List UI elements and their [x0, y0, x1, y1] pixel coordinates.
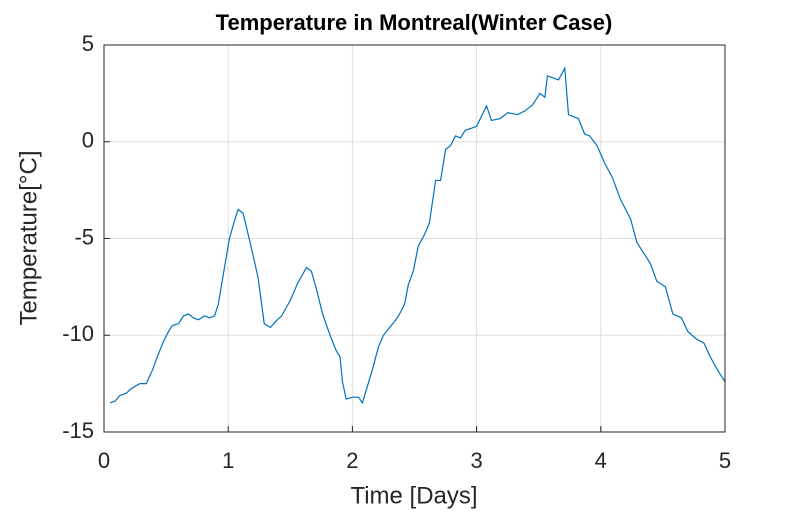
x-axis-label: Time [Days] — [350, 482, 477, 509]
y-tick-label: -15 — [62, 418, 94, 443]
line — [109, 66, 726, 405]
y-tick-label: -10 — [62, 321, 94, 346]
grid — [103, 44, 726, 433]
axes-box — [103, 44, 726, 433]
x-tick-label: 4 — [595, 448, 607, 473]
x-tick-label: 3 — [470, 448, 482, 473]
y-tick-label: 0 — [82, 128, 94, 153]
chart-title: Temperature in Montreal(Winter Case) — [216, 10, 613, 35]
x-tick-label: 5 — [719, 448, 731, 473]
plot — [109, 66, 726, 405]
y-tick-label: 5 — [82, 31, 94, 56]
x-tick-label: 1 — [222, 448, 234, 473]
x-tick-label: 0 — [98, 448, 110, 473]
x-tick-label: 2 — [346, 448, 358, 473]
y-tick-label: -5 — [74, 224, 94, 249]
y-axis-label: Temperature[°C] — [15, 151, 42, 326]
